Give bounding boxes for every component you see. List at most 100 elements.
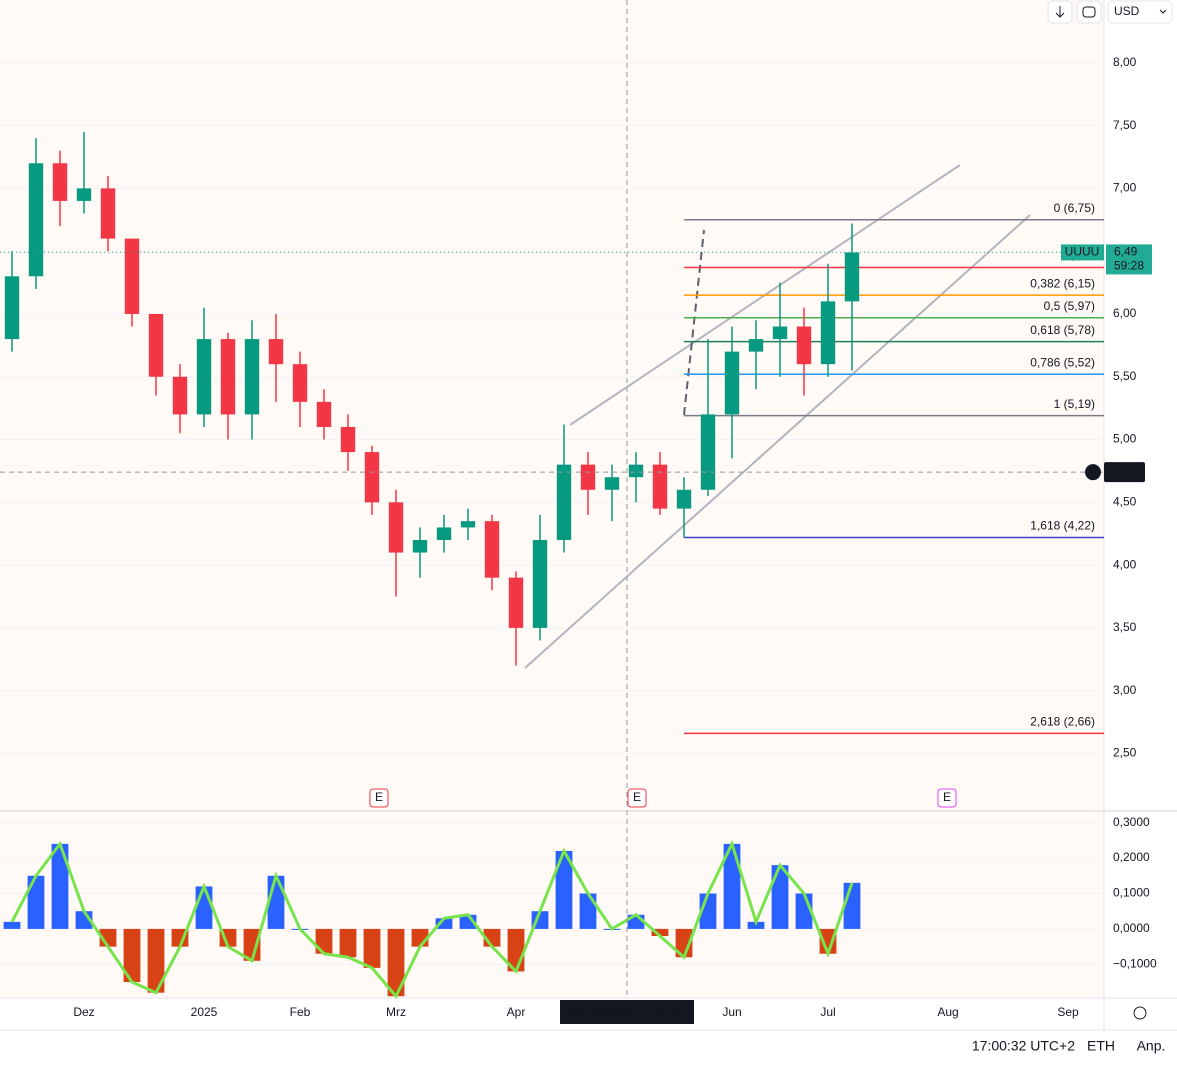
refresh-button[interactable] [1076, 0, 1102, 24]
candle-body [148, 313, 164, 377]
osc-bar [195, 886, 213, 929]
fib-label: 0,5 (5,97) [1044, 299, 1095, 313]
osc-bar [555, 850, 573, 929]
y-tick-label: 4,00 [1113, 557, 1137, 571]
candle-body [388, 502, 404, 553]
candle-body [652, 464, 668, 509]
candle-body [508, 577, 524, 628]
candle-body [316, 401, 332, 427]
fib-label: 0,786 (5,52) [1030, 355, 1095, 369]
candle-body [412, 540, 428, 553]
candle-body [28, 163, 44, 277]
candle-body [748, 339, 764, 352]
candle-body [364, 452, 380, 503]
osc-bar [651, 928, 669, 936]
osc-bar [123, 928, 141, 983]
crosshair-time-badge [560, 1000, 694, 1024]
candle-body [76, 188, 92, 201]
x-tick-label: Aug [937, 1005, 958, 1019]
icon [1082, 6, 1096, 18]
crosshair-time: 10:00 [652, 1005, 682, 1019]
y-tick-label: −0,1000 [1113, 957, 1157, 971]
osc-bar [51, 843, 69, 929]
x-tick-label: Jul [820, 1005, 835, 1019]
y-tick-label: 4,50 [1113, 494, 1137, 508]
candle-body [4, 276, 20, 340]
candle-body [52, 163, 68, 201]
earnings-marker[interactable] [937, 788, 957, 808]
countdown: 59:28 [1114, 259, 1144, 273]
candle-body [292, 364, 308, 402]
osc-line [10, 839, 854, 999]
y-tick-label: 6,00 [1113, 306, 1137, 320]
candle-body [196, 339, 212, 415]
earnings-label: E [943, 790, 951, 804]
candle-body [844, 252, 860, 302]
candle-body [700, 414, 716, 490]
x-tick-label: Jun [722, 1005, 741, 1019]
fib-label: 0,382 (6,15) [1030, 276, 1095, 290]
crosshair-price-badge [1104, 462, 1145, 483]
x-tick-label: Dez [73, 1005, 94, 1019]
osc-bar [363, 928, 381, 968]
y-tick-label: 8,00 [1113, 55, 1137, 69]
crosshair-date: Mo 05/05/25 [567, 1005, 634, 1019]
session[interactable]: ETH [1087, 1038, 1115, 1054]
last-price: 6,49 [1114, 245, 1138, 259]
candle-body [628, 464, 644, 478]
candle-body [124, 238, 140, 314]
x-tick-label: Apr [507, 1005, 526, 1019]
candle-body [532, 540, 548, 628]
candle-body [484, 521, 500, 578]
icon [1055, 6, 1065, 18]
last-price-badge [1106, 244, 1152, 275]
osc-bar [267, 875, 285, 929]
add-alert[interactable] [1085, 464, 1101, 481]
candle-body [220, 339, 236, 415]
candle-body [676, 489, 692, 509]
osc-bar [243, 928, 261, 961]
y-tick-label: 5,50 [1113, 369, 1137, 383]
fib-anchor-line [683, 229, 705, 416]
candle-body [604, 477, 620, 490]
candle-body [772, 326, 788, 340]
candle-body [172, 376, 188, 415]
y-tick-label: 0,0000 [1113, 921, 1150, 935]
crosshair-price: 4,74 [1112, 464, 1136, 478]
candle-body [796, 326, 812, 365]
candle-body [340, 426, 356, 453]
icon [1159, 9, 1167, 14]
y-tick-label: 0,1000 [1113, 886, 1150, 900]
candle-body [460, 521, 476, 528]
candle-body [556, 464, 572, 540]
osc-bar [387, 928, 405, 997]
candle-body [580, 464, 596, 490]
fib-label: 1 (5,19) [1054, 397, 1095, 411]
y-tick-label: 7,00 [1113, 181, 1137, 195]
currency-select[interactable] [1107, 0, 1173, 24]
candle-body [100, 188, 116, 239]
y-tick-label: 3,00 [1113, 683, 1137, 697]
settings-button[interactable] [1133, 1006, 1147, 1020]
osc-bar [843, 882, 861, 929]
plot-bg [0, 0, 1104, 998]
earnings-label: E [633, 790, 641, 804]
osc-bar [819, 928, 837, 954]
osc-bar [147, 928, 165, 993]
earnings-marker[interactable] [627, 788, 647, 808]
fib-label: 1,618 (4,22) [1030, 519, 1095, 533]
symbol: UUUU [1065, 245, 1100, 259]
candle-body [244, 339, 260, 415]
osc-bar [315, 928, 333, 954]
clock: 17:00:32 UTC+2 [972, 1038, 1075, 1054]
earnings-marker[interactable] [369, 788, 389, 808]
candle-body [724, 351, 740, 415]
y-tick-label: 3,50 [1113, 620, 1137, 634]
osc-bar [771, 865, 789, 929]
y-tick-label: 2,50 [1113, 746, 1137, 760]
osc-bar [723, 843, 741, 929]
x-tick-label: Mrz [386, 1005, 406, 1019]
adjust[interactable]: Anp. [1137, 1038, 1166, 1054]
